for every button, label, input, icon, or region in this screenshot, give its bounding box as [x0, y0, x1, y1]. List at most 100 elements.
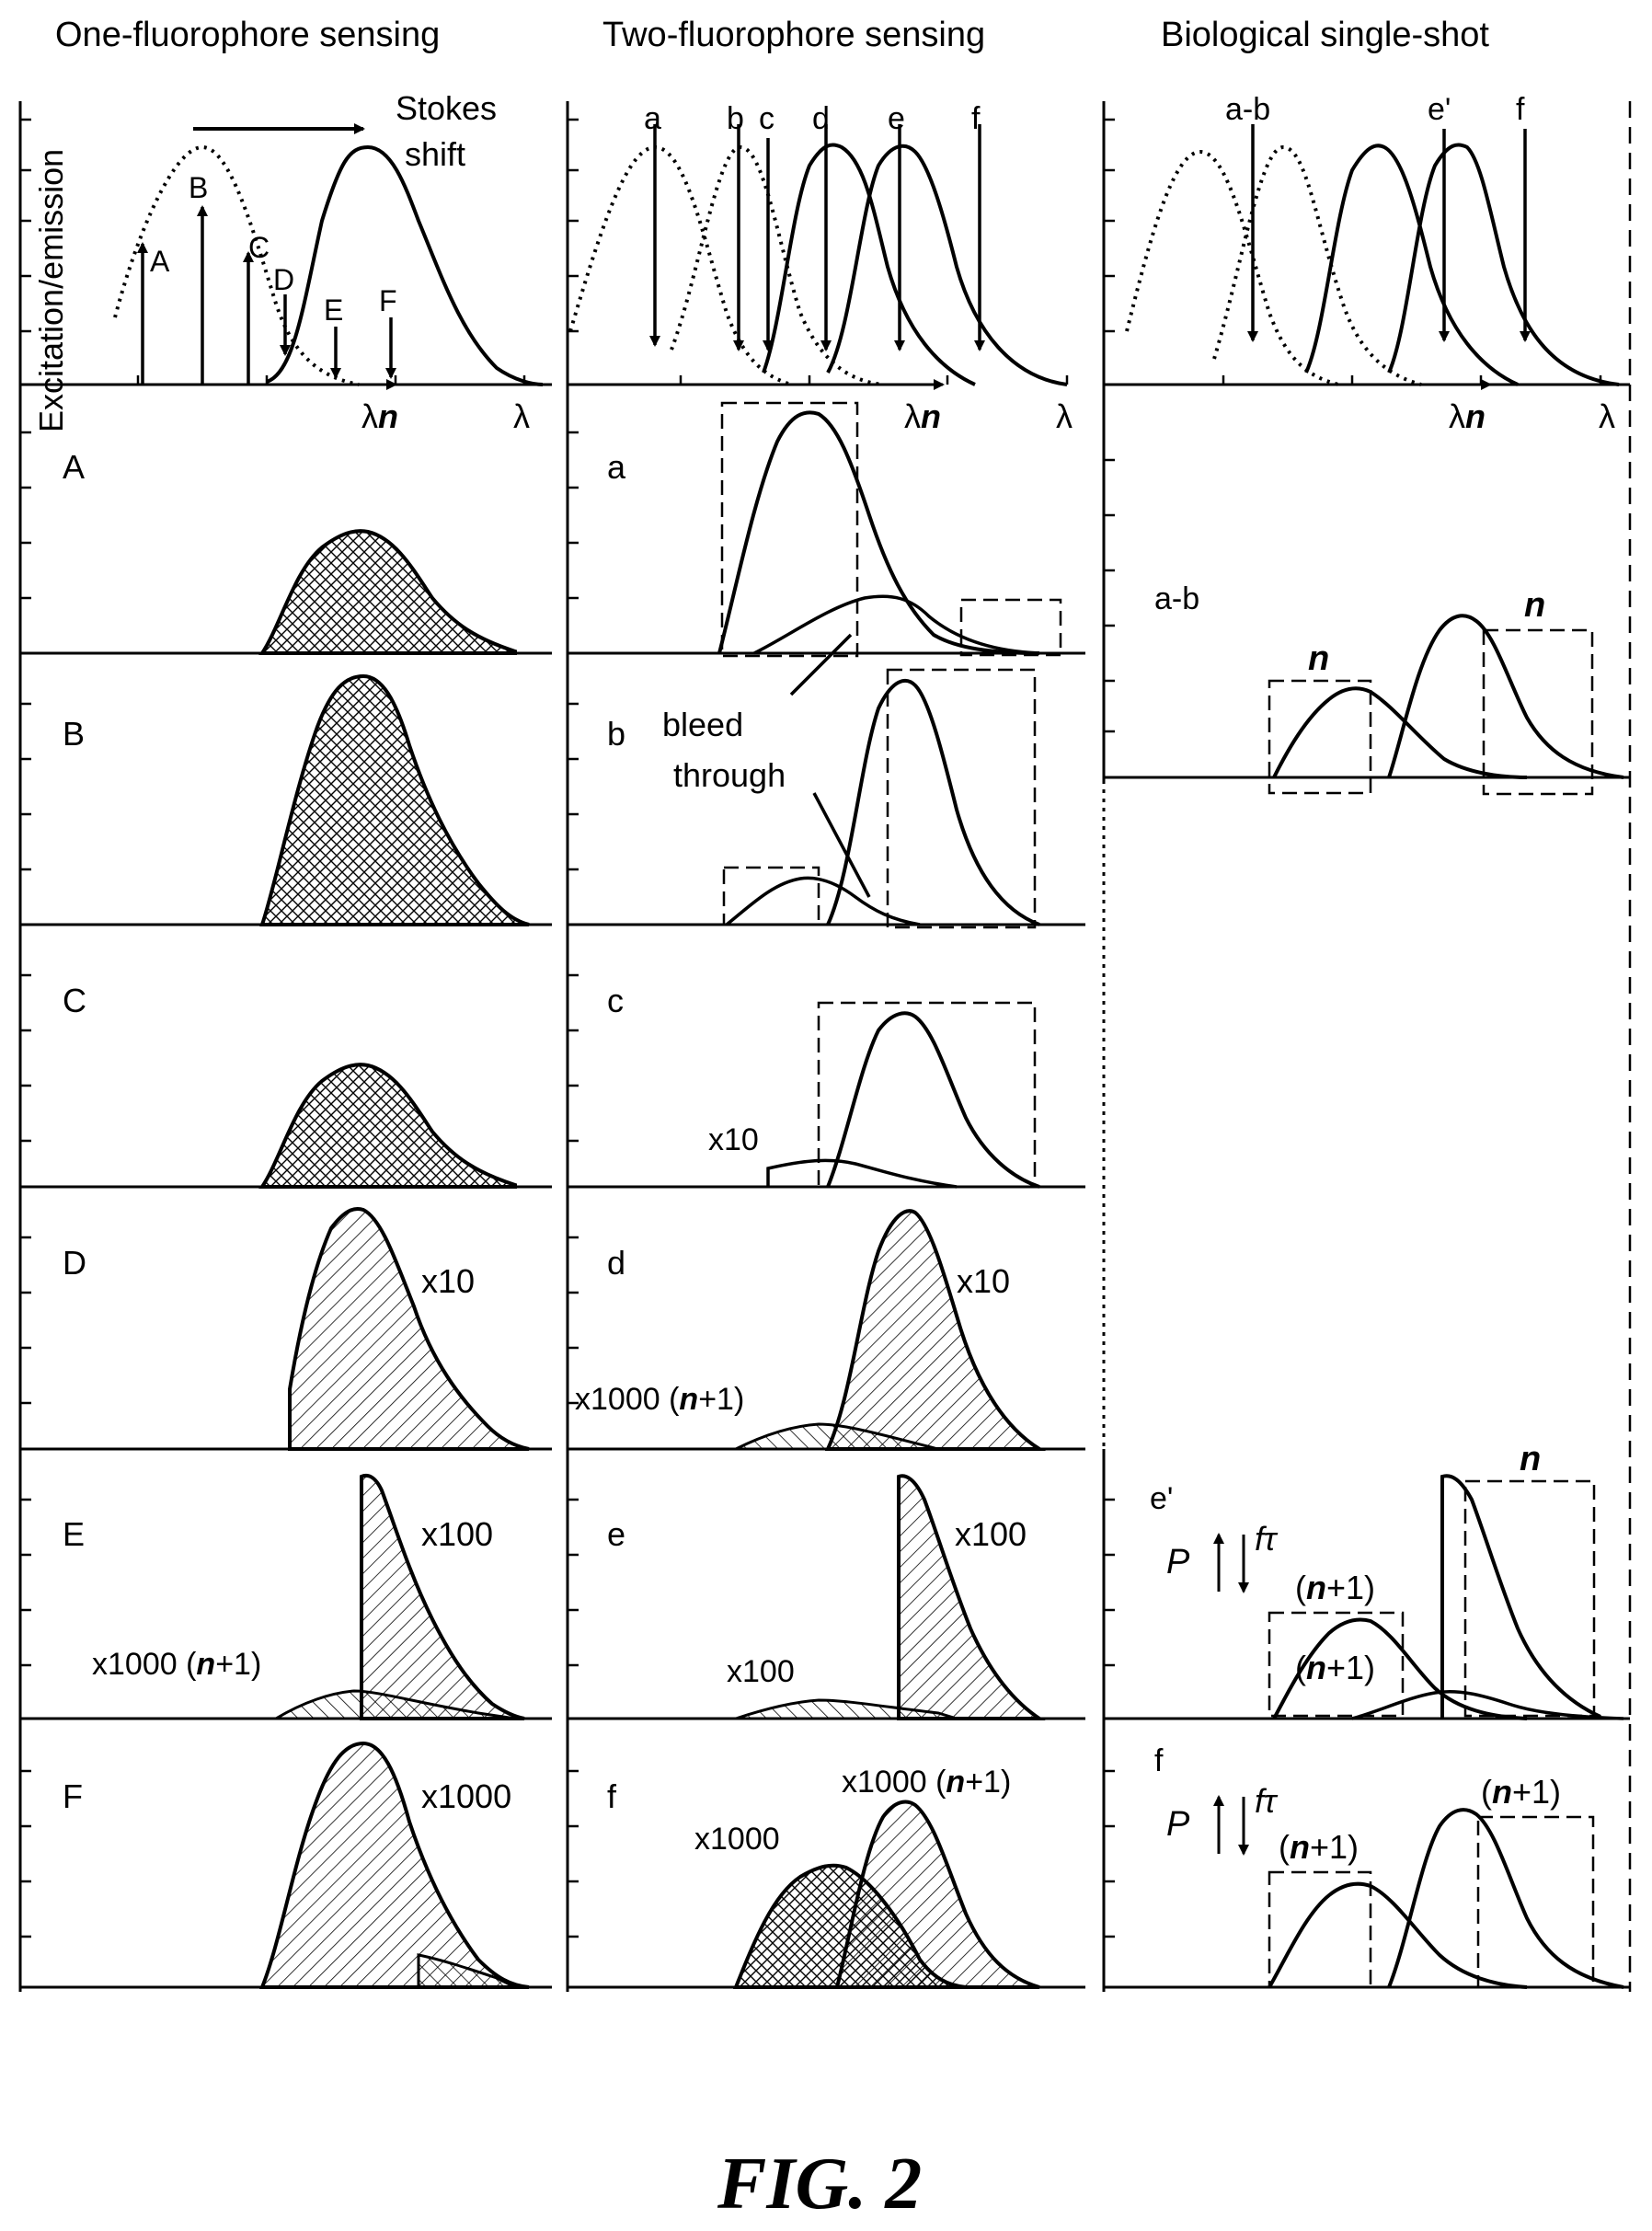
bio-P-label-e: P	[1166, 1543, 1190, 1581]
lambda-label-one: λ	[513, 397, 530, 435]
bio-np1-label-e-1: (n+1)	[1295, 1569, 1375, 1606]
arrow-label-e: e	[888, 101, 905, 136]
bleed-through-label-2: through	[673, 756, 786, 794]
lambda-label-bio: λ	[1599, 397, 1615, 435]
bio-label-f: f	[1154, 1743, 1164, 1778]
bio-window-e-2	[1463, 1479, 1596, 1718]
detection-window-a-2	[959, 598, 1062, 657]
multiplier-d-small: x1000 (n+1)	[575, 1382, 744, 1417]
spectrum-F	[259, 1741, 530, 1989]
row-label-d: d	[607, 1244, 625, 1282]
arrow-label-a-b: a-b	[1225, 92, 1270, 127]
multiplier-f: x1000 (n+1)	[842, 1765, 1011, 1800]
y-axis-label: Excitation/emission	[32, 149, 70, 432]
bio-label-a-b: a-b	[1154, 581, 1199, 616]
bio-n-label-1: n	[1308, 639, 1329, 678]
bio-np1-label-e-2: (n+1)	[1295, 1649, 1375, 1686]
bio-f-tau-label-e: fτ	[1255, 1520, 1279, 1558]
stokes-label-2: shift	[405, 135, 465, 173]
column-title-two-fluorophore: Two-fluorophore sensing	[602, 16, 985, 54]
detection-window-b-2	[722, 866, 820, 926]
bio-np1-label-f-1: (n+1)	[1279, 1828, 1359, 1866]
bleed-pointer-2	[812, 792, 871, 898]
spectrum-b	[725, 678, 1040, 926]
bio-window-e-1	[1268, 1611, 1405, 1718]
arrow-label-f-bio: f	[1516, 92, 1525, 127]
bio-label-e-prime: e'	[1150, 1481, 1173, 1516]
bio-P-label-f: P	[1166, 1805, 1190, 1844]
axis-ticks	[20, 118, 1602, 1938]
row-label-D: D	[63, 1244, 86, 1282]
multiplier-c: x10	[708, 1122, 759, 1157]
bio-np1-label-f-2: (n+1)	[1481, 1773, 1561, 1811]
arrow-label-b: b	[727, 101, 744, 136]
stokes-label-1: Stokes	[396, 89, 497, 127]
emission-curve	[266, 144, 544, 386]
detection-window-b-1	[886, 668, 1037, 929]
top-spectra-one	[113, 123, 544, 390]
arrow-label-D: D	[273, 263, 294, 296]
row-label-E: E	[63, 1515, 85, 1553]
arrow-label-E: E	[324, 293, 343, 327]
bio-f-tau-label-f: fτ	[1255, 1782, 1279, 1820]
arrow-label-F: F	[379, 284, 397, 317]
bio-window-f-1	[1268, 1870, 1372, 1989]
multiplier-d: x10	[957, 1262, 1010, 1300]
arrow-label-d: d	[812, 101, 830, 136]
arrow-label-B: B	[189, 171, 208, 204]
row-label-c: c	[607, 982, 624, 1019]
lambda-label-two: λ	[1056, 397, 1073, 435]
bio-window-f-2	[1476, 1815, 1595, 1989]
top-spectra-bio	[1125, 124, 1620, 390]
lambda-n-label-two: λn	[904, 397, 941, 435]
arrow-label-A: A	[150, 245, 170, 278]
row-label-a: a	[607, 448, 626, 486]
row-label-b: b	[607, 715, 625, 753]
multiplier-e-small: x100	[727, 1654, 795, 1689]
spectrum-a	[717, 410, 1040, 655]
spectrum-d	[824, 1209, 1046, 1451]
multiplier-f-small: x1000	[694, 1822, 780, 1857]
row-label-C: C	[63, 982, 86, 1019]
spectrum-C	[258, 1063, 517, 1189]
row-label-B: B	[63, 715, 85, 753]
spectrum-A	[258, 529, 517, 655]
row-label-f: f	[607, 1777, 617, 1815]
spectrum-E	[360, 1473, 525, 1720]
spectrum-e	[897, 1474, 1046, 1720]
multiplier-e: x100	[955, 1515, 1027, 1553]
arrow-label-e-prime: e'	[1428, 92, 1451, 127]
spectrum-B	[259, 673, 530, 926]
arrow-label-C: C	[248, 231, 270, 264]
column-title-biological: Biological single-shot	[1161, 16, 1489, 54]
spectrum-c	[766, 1011, 1040, 1189]
bio-n-label-e: n	[1520, 1440, 1541, 1478]
arrow-label-f: f	[971, 101, 981, 136]
lambda-n-label-one: λn	[361, 397, 398, 435]
multiplier-F: x1000	[421, 1777, 511, 1815]
multiplier-E: x100	[421, 1515, 493, 1553]
bleed-through-label-1: bleed	[662, 706, 743, 743]
bio-window-a-b-1	[1268, 679, 1372, 795]
arrow-label-a: a	[644, 101, 661, 136]
excitation-curve	[113, 144, 360, 386]
spectrum-bio-e	[1272, 1474, 1624, 1720]
row-label-A: A	[63, 448, 85, 486]
bleed-pointer-1	[789, 633, 853, 696]
multiplier-D: x10	[421, 1262, 475, 1300]
figure-caption: FIG. 2	[717, 2144, 922, 2225]
row-label-e: e	[607, 1515, 625, 1553]
column-title-one-fluorophore: One-fluorophore sensing	[55, 16, 440, 54]
row-label-F: F	[63, 1777, 83, 1815]
spectrum-D	[288, 1207, 530, 1451]
multiplier-E-small: x1000 (n+1)	[92, 1647, 261, 1682]
top-spectra-two	[568, 124, 1068, 390]
lambda-n-label-bio: λn	[1449, 397, 1486, 435]
detection-window-a-1	[720, 401, 859, 658]
bio-n-label-2: n	[1524, 586, 1545, 625]
bio-window-a-b-2	[1482, 628, 1594, 796]
spectrum-F-small	[417, 1953, 516, 1989]
arrow-label-c: c	[759, 101, 774, 136]
detection-window-c	[817, 1001, 1037, 1189]
